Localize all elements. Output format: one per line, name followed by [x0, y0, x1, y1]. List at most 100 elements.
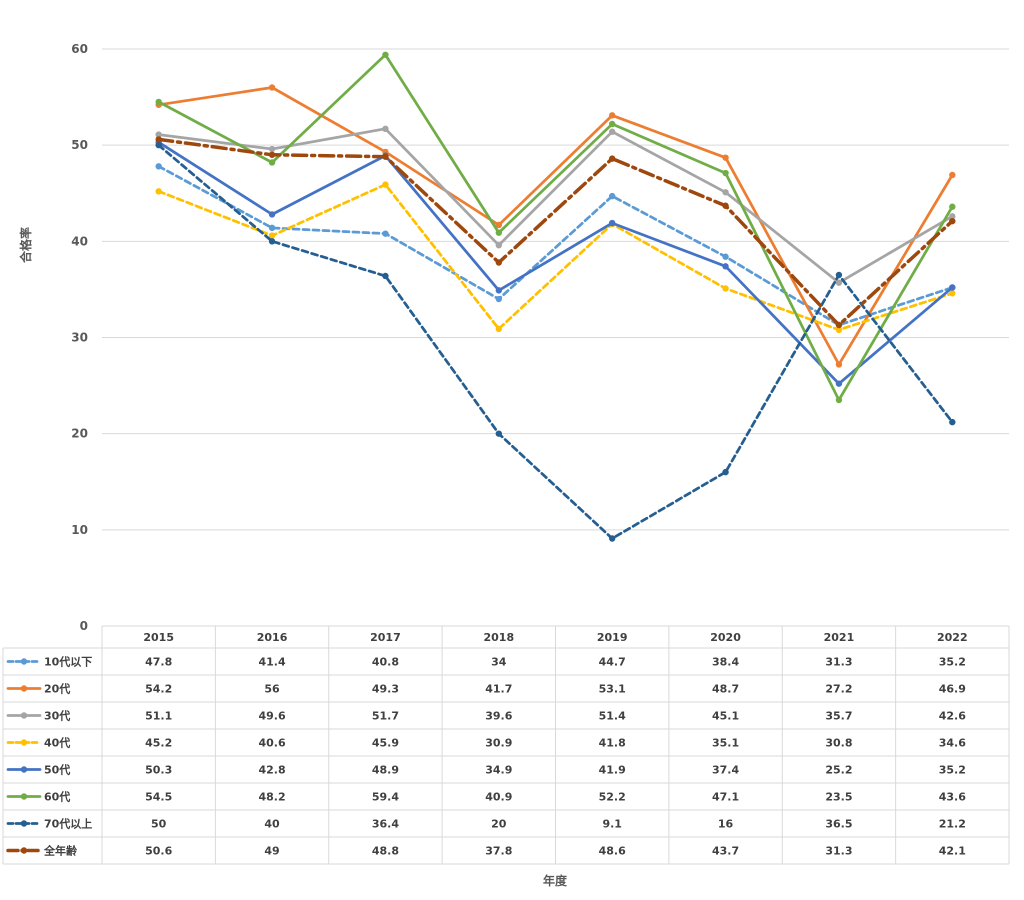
y-tick-label: 30 [71, 331, 88, 345]
x-tick-label: 2015 [143, 631, 174, 644]
data-point [382, 153, 389, 160]
data-point [495, 325, 503, 333]
table-cell: 41.8 [599, 737, 626, 750]
data-point [722, 285, 729, 292]
y-tick-label: 20 [71, 427, 88, 441]
data-point [722, 154, 729, 161]
y-tick-label: 50 [71, 138, 88, 152]
data-point [268, 238, 276, 245]
table-cell: 59.4 [372, 791, 399, 804]
data-point [835, 321, 843, 329]
data-point [495, 221, 503, 229]
data-point [155, 188, 162, 195]
table-cell: 46.9 [939, 683, 966, 696]
table-cell: 36.4 [372, 818, 399, 831]
series-lines [155, 51, 956, 542]
x-axis-title: 年度 [543, 873, 568, 888]
data-point [268, 211, 276, 218]
data-point [722, 169, 729, 177]
data-point [155, 163, 162, 170]
table-cell: 51.1 [145, 710, 172, 723]
series-line [157, 143, 954, 540]
legend-label: 70代以上 [44, 817, 92, 831]
table-cell: 41.9 [599, 764, 626, 777]
y-tick-label: 0 [80, 619, 88, 633]
x-tick-label: 2019 [597, 631, 628, 644]
data-point [155, 98, 162, 106]
table-cell: 53.1 [599, 683, 626, 696]
data-point [608, 535, 616, 542]
table-cell: 49.3 [372, 683, 399, 696]
table-cell: 36.5 [825, 818, 852, 831]
table-cell: 35.2 [939, 656, 966, 669]
data-point [608, 192, 616, 200]
legend-key [6, 658, 42, 665]
table-cell: 40.6 [258, 737, 285, 750]
y-axis-title: 合格率 [18, 227, 33, 263]
data-point [949, 213, 956, 220]
data-point [268, 159, 276, 166]
series-line [157, 164, 954, 327]
table-cell: 35.1 [712, 737, 739, 750]
legend-label: 10代以下 [44, 655, 92, 669]
table-cell: 51.7 [372, 710, 399, 723]
table-cell: 49 [264, 845, 279, 858]
y-tick-label: 10 [71, 523, 88, 537]
table-cell: 39.6 [485, 710, 512, 723]
data-point [949, 290, 956, 297]
table-cell: 56 [264, 683, 280, 696]
data-point [268, 84, 276, 91]
table-cell: 54.2 [145, 683, 172, 696]
table-cell: 40.8 [372, 656, 399, 669]
data-point [495, 430, 503, 437]
data-point [382, 181, 389, 188]
y-axis-ticks: 0 10 20 30 40 50 60 [71, 42, 88, 633]
table-cell: 34.9 [485, 764, 512, 777]
data-point [268, 232, 276, 239]
data-point [155, 131, 162, 138]
data-point [268, 145, 276, 153]
table-cell: 45.2 [145, 737, 172, 750]
series-3 [155, 125, 956, 286]
table-cell: 27.2 [825, 683, 852, 696]
data-point [835, 361, 843, 368]
x-tick-label: 2018 [484, 631, 515, 644]
table-cell: 52.2 [599, 791, 626, 804]
data-point [835, 396, 843, 404]
data-point [608, 120, 616, 128]
table-cell: 23.5 [825, 791, 852, 804]
series-line [157, 183, 954, 332]
data-point [155, 141, 162, 149]
table-cell: 31.3 [825, 845, 852, 858]
data-point [382, 51, 389, 58]
legend-key [6, 820, 42, 827]
table-cell: 31.3 [825, 656, 852, 669]
series-line [157, 53, 954, 402]
legend-key [6, 712, 42, 719]
data-point [382, 230, 389, 237]
series-2 [155, 84, 956, 368]
y-tick-label: 60 [71, 42, 88, 56]
table-cell: 51.4 [599, 710, 626, 723]
table-cell: 40 [264, 818, 280, 831]
table-cell: 42.8 [258, 764, 285, 777]
table-cell: 35.2 [939, 764, 966, 777]
table-cell: 37.4 [712, 764, 739, 777]
x-tick-label: 2020 [710, 631, 741, 644]
table-cell: 34.6 [939, 737, 966, 750]
legend-label: 50代 [44, 763, 70, 777]
data-point [949, 171, 956, 179]
data-point [382, 125, 389, 133]
data-point [495, 241, 503, 249]
table-cell: 40.9 [485, 791, 512, 804]
table-cell: 47.8 [145, 656, 172, 669]
table-cell: 43.6 [939, 791, 966, 804]
gridlines [102, 48, 1009, 531]
table-cell: 50.3 [145, 764, 172, 777]
data-point [495, 287, 503, 294]
data-point [722, 468, 729, 476]
table-cell: 43.7 [712, 845, 739, 858]
data-point [949, 418, 956, 426]
data-point [722, 202, 729, 209]
